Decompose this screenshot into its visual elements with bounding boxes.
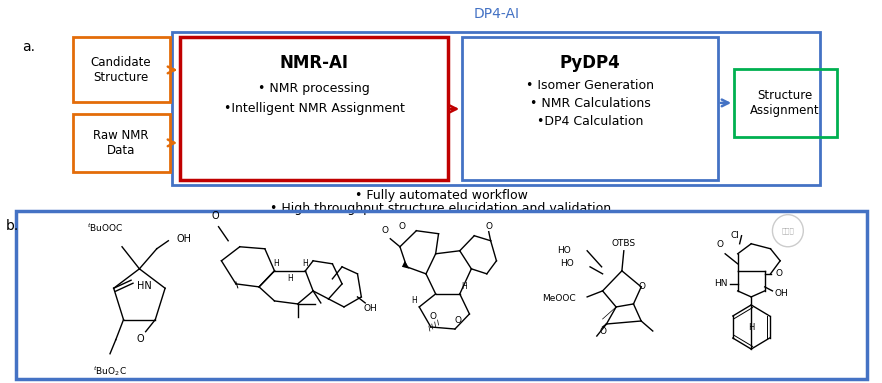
Text: O: O <box>639 282 646 291</box>
Text: •Intelligent NMR Assignment: •Intelligent NMR Assignment <box>223 102 405 115</box>
Text: O: O <box>430 313 437 321</box>
Text: O: O <box>212 211 220 221</box>
Text: Raw NMR
Data: Raw NMR Data <box>93 129 149 157</box>
Text: Structure
Assignment: Structure Assignment <box>751 89 819 117</box>
Text: • NMR Calculations: • NMR Calculations <box>529 97 650 110</box>
Text: NMR-AI: NMR-AI <box>280 54 348 72</box>
Text: O: O <box>137 334 145 344</box>
Text: HN: HN <box>137 281 152 291</box>
Text: O: O <box>717 240 724 249</box>
Text: 化学骷: 化学骷 <box>781 228 795 234</box>
Text: b.: b. <box>6 219 19 233</box>
Bar <box>73 114 170 172</box>
Text: O: O <box>775 269 782 278</box>
Text: MeOOC: MeOOC <box>542 295 576 303</box>
Text: H: H <box>748 322 754 332</box>
Text: OTBS: OTBS <box>612 239 636 248</box>
Text: O: O <box>454 316 461 326</box>
Text: PyDP4: PyDP4 <box>559 54 620 72</box>
Text: • Isomer Generation: • Isomer Generation <box>526 79 654 92</box>
Text: H: H <box>287 274 293 283</box>
Text: Candidate
Structure: Candidate Structure <box>91 56 152 84</box>
Text: H: H <box>303 259 308 268</box>
Bar <box>462 37 718 180</box>
Text: HN: HN <box>714 279 728 288</box>
Bar <box>180 37 448 180</box>
Text: OH: OH <box>363 304 377 313</box>
Text: O: O <box>399 222 406 231</box>
Text: •DP4 Calculation: •DP4 Calculation <box>537 115 643 128</box>
Bar <box>73 37 170 102</box>
Text: HO: HO <box>560 259 573 268</box>
Text: O: O <box>599 327 606 336</box>
Text: • NMR processing: • NMR processing <box>258 82 370 95</box>
Text: $^t$BuOOC: $^t$BuOOC <box>87 221 124 234</box>
Text: Cl: Cl <box>730 231 739 240</box>
Text: a.: a. <box>22 40 35 54</box>
Text: H: H <box>412 296 417 305</box>
Text: • Fully automated workflow: • Fully automated workflow <box>355 189 527 202</box>
Bar <box>172 32 820 185</box>
Text: O: O <box>485 222 492 231</box>
Text: OH: OH <box>176 234 191 244</box>
Text: HO: HO <box>557 246 571 255</box>
Text: $^t$BuO$_2$C: $^t$BuO$_2$C <box>93 364 127 378</box>
Text: DP4-AI: DP4-AI <box>474 7 520 21</box>
Text: OH: OH <box>774 290 789 298</box>
Text: • High throughput structure elucidation and validation: • High throughput structure elucidation … <box>271 202 611 215</box>
Bar <box>734 69 837 137</box>
Polygon shape <box>402 261 409 269</box>
Text: H: H <box>273 259 280 268</box>
Text: O: O <box>381 226 388 235</box>
Text: H: H <box>461 282 467 291</box>
